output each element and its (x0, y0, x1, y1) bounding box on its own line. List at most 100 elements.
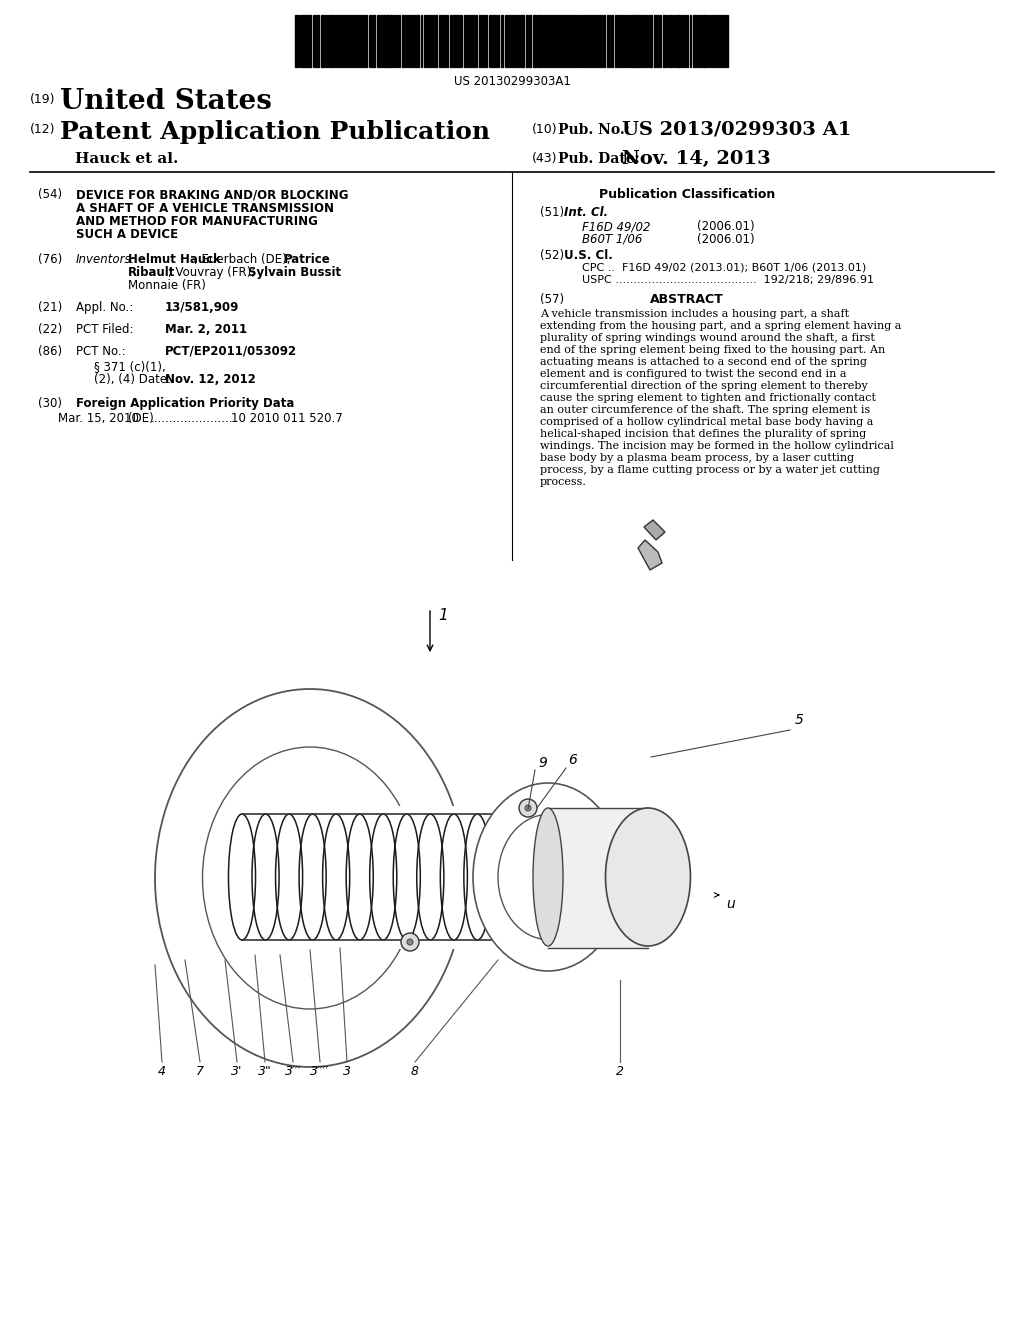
Bar (573, 15, 575, 67)
Ellipse shape (473, 783, 623, 972)
Bar (643, 15, 645, 67)
Text: (22): (22) (38, 323, 62, 337)
Text: USPC .......................................  192/218; 29/896.91: USPC ...................................… (582, 275, 874, 285)
Bar (721, 15, 723, 67)
Bar (654, 15, 656, 67)
Text: United States: United States (60, 88, 272, 115)
Bar (441, 15, 443, 67)
Text: (86): (86) (38, 345, 62, 358)
Text: comprised of a hollow cylindrical metal base body having a: comprised of a hollow cylindrical metal … (540, 417, 873, 426)
Text: 7: 7 (196, 1065, 204, 1078)
Bar (549, 15, 551, 67)
Text: Publication Classification: Publication Classification (599, 187, 775, 201)
Text: Monnaie (FR): Monnaie (FR) (128, 279, 206, 292)
Bar (670, 15, 672, 67)
Text: US 2013/0299303 A1: US 2013/0299303 A1 (622, 121, 852, 139)
Bar (561, 15, 563, 67)
Bar (444, 15, 446, 67)
Polygon shape (644, 520, 665, 540)
Text: SUCH A DEVICE: SUCH A DEVICE (76, 228, 178, 242)
Bar (470, 15, 472, 67)
Circle shape (407, 939, 413, 945)
Text: Patent Application Publication: Patent Application Publication (60, 120, 490, 144)
Bar (386, 15, 389, 67)
Text: (54): (54) (38, 187, 62, 201)
Bar (621, 15, 623, 67)
Text: process.: process. (540, 477, 587, 487)
Text: Inventors:: Inventors: (76, 253, 135, 267)
Bar (306, 15, 308, 67)
Bar (411, 15, 413, 67)
Text: Nov. 12, 2012: Nov. 12, 2012 (165, 374, 256, 385)
Text: U.S. Cl.: U.S. Cl. (564, 249, 613, 261)
Ellipse shape (498, 814, 598, 940)
Text: cause the spring element to tighten and frictionally contact: cause the spring element to tighten and … (540, 393, 876, 403)
Bar (716, 15, 718, 67)
Bar (450, 15, 452, 67)
Bar (347, 15, 349, 67)
Bar (657, 15, 659, 67)
Text: Helmut Hauck: Helmut Hauck (128, 253, 221, 267)
Text: Pub. No.:: Pub. No.: (558, 123, 630, 137)
Text: Mar. 15, 2010: Mar. 15, 2010 (58, 412, 139, 425)
Bar (331, 15, 334, 67)
Text: Sylvain Bussit: Sylvain Bussit (248, 267, 341, 279)
Bar (703, 15, 706, 67)
Text: PCT Filed:: PCT Filed: (76, 323, 133, 337)
Text: Hauck et al.: Hauck et al. (75, 152, 178, 166)
Text: Foreign Application Priority Data: Foreign Application Priority Data (76, 397, 294, 411)
Text: (2006.01): (2006.01) (697, 234, 755, 246)
Text: (DE): (DE) (128, 412, 154, 425)
Bar (693, 15, 695, 67)
Text: 10 2010 011 520.7: 10 2010 011 520.7 (231, 412, 343, 425)
Text: end of the spring element being fixed to the housing part. An: end of the spring element being fixed to… (540, 345, 886, 355)
Text: B60T 1/06: B60T 1/06 (582, 234, 642, 246)
Text: (2), (4) Date:: (2), (4) Date: (94, 374, 171, 385)
Bar (456, 15, 458, 67)
Text: Patrice: Patrice (284, 253, 331, 267)
Text: 3′′′: 3′′′ (285, 1065, 301, 1078)
Bar (539, 15, 542, 67)
Bar (340, 15, 342, 67)
Circle shape (525, 805, 531, 810)
Circle shape (401, 933, 419, 950)
Bar (590, 15, 592, 67)
Circle shape (519, 799, 537, 817)
Text: 6: 6 (568, 752, 577, 767)
Text: plurality of spring windings wound around the shaft, a first: plurality of spring windings wound aroun… (540, 333, 874, 343)
Text: an outer circumference of the shaft. The spring element is: an outer circumference of the shaft. The… (540, 405, 870, 414)
Bar (513, 15, 515, 67)
Text: Mar. 2, 2011: Mar. 2, 2011 (165, 323, 247, 337)
Text: 3': 3' (231, 1065, 243, 1078)
Bar (373, 15, 375, 67)
Text: 1: 1 (438, 609, 447, 623)
Bar (309, 15, 311, 67)
Text: (76): (76) (38, 253, 62, 267)
Bar (493, 15, 495, 67)
Text: Pub. Date:: Pub. Date: (558, 152, 640, 166)
Bar (383, 15, 385, 67)
Bar (417, 15, 419, 67)
Text: A vehicle transmission includes a housing part, a shaft: A vehicle transmission includes a housin… (540, 309, 849, 319)
Bar (335, 15, 337, 67)
Bar (607, 15, 609, 67)
Text: PCT No.:: PCT No.: (76, 345, 126, 358)
Text: (51): (51) (540, 206, 564, 219)
Text: helical-shaped incision that defines the plurality of spring: helical-shaped incision that defines the… (540, 429, 866, 440)
Text: (12): (12) (30, 123, 55, 136)
Text: § 371 (c)(1),: § 371 (c)(1), (94, 360, 166, 374)
Bar (453, 15, 455, 67)
Bar (317, 15, 319, 67)
Text: 2: 2 (616, 1065, 624, 1078)
Bar (479, 15, 481, 67)
Text: F16D 49/02: F16D 49/02 (582, 220, 650, 234)
Bar (521, 15, 524, 67)
Text: 9: 9 (539, 756, 547, 770)
Bar (677, 15, 680, 67)
Bar (570, 15, 572, 67)
Text: circumferential direction of the spring element to thereby: circumferential direction of the spring … (540, 381, 867, 391)
Bar (426, 15, 428, 67)
Text: 8: 8 (411, 1065, 419, 1078)
Text: A SHAFT OF A VEHICLE TRANSMISSION: A SHAFT OF A VEHICLE TRANSMISSION (76, 202, 334, 214)
Text: US 20130299303A1: US 20130299303A1 (454, 75, 570, 88)
